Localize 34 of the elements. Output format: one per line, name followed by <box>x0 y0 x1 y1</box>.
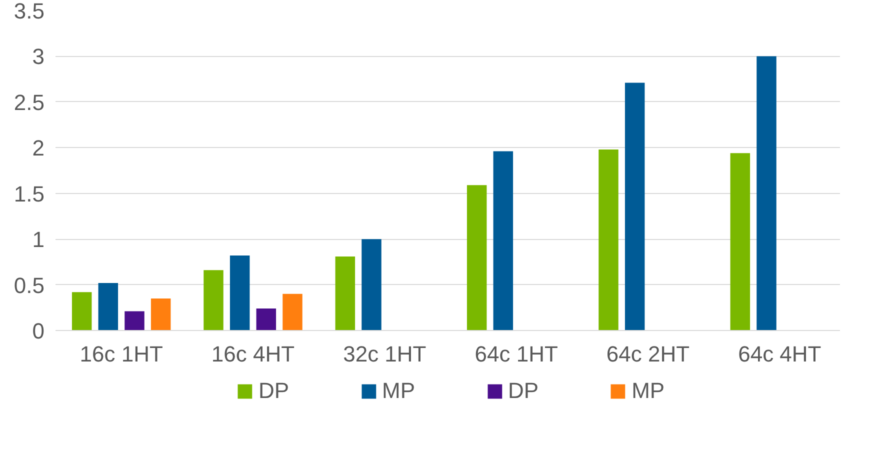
y-tick-label: 3 <box>32 44 45 70</box>
bar <box>256 308 276 330</box>
bar <box>756 56 776 330</box>
bar <box>493 151 514 330</box>
bar <box>466 185 487 330</box>
legend-label: MP <box>382 378 415 404</box>
legend-label: MP <box>632 378 665 404</box>
bar <box>282 294 302 330</box>
bar <box>230 256 250 330</box>
x-tick-label: 16c 1HT <box>80 342 163 366</box>
bar <box>362 239 382 330</box>
x-tick-label: 32c 1HT <box>343 342 426 366</box>
bar <box>124 311 144 330</box>
bar <box>204 270 224 330</box>
bar <box>598 149 618 330</box>
bar <box>150 298 171 330</box>
legend-label: DP <box>508 378 539 404</box>
y-tick-label: 1 <box>32 227 45 252</box>
x-tick-label: 16c 4HT <box>211 342 295 366</box>
bar <box>624 82 645 330</box>
bar <box>335 256 356 330</box>
y-tick-label: 0.5 <box>14 272 45 298</box>
x-tick-label: 64c 4HT <box>738 342 822 366</box>
y-tick-label: 3.5 <box>14 0 45 24</box>
y-tick-label: 2.5 <box>14 90 45 115</box>
y-tick-label: 2 <box>32 136 45 161</box>
x-tick-label: 64c 2HT <box>606 342 690 366</box>
legend-label: DP <box>258 378 289 404</box>
y-tick-label: 0 <box>32 318 45 344</box>
bar <box>730 153 750 330</box>
bar <box>72 292 92 330</box>
bar <box>98 282 118 330</box>
y-tick-label: 1.5 <box>14 181 45 206</box>
x-tick-label: 64c 1HT <box>474 342 558 366</box>
